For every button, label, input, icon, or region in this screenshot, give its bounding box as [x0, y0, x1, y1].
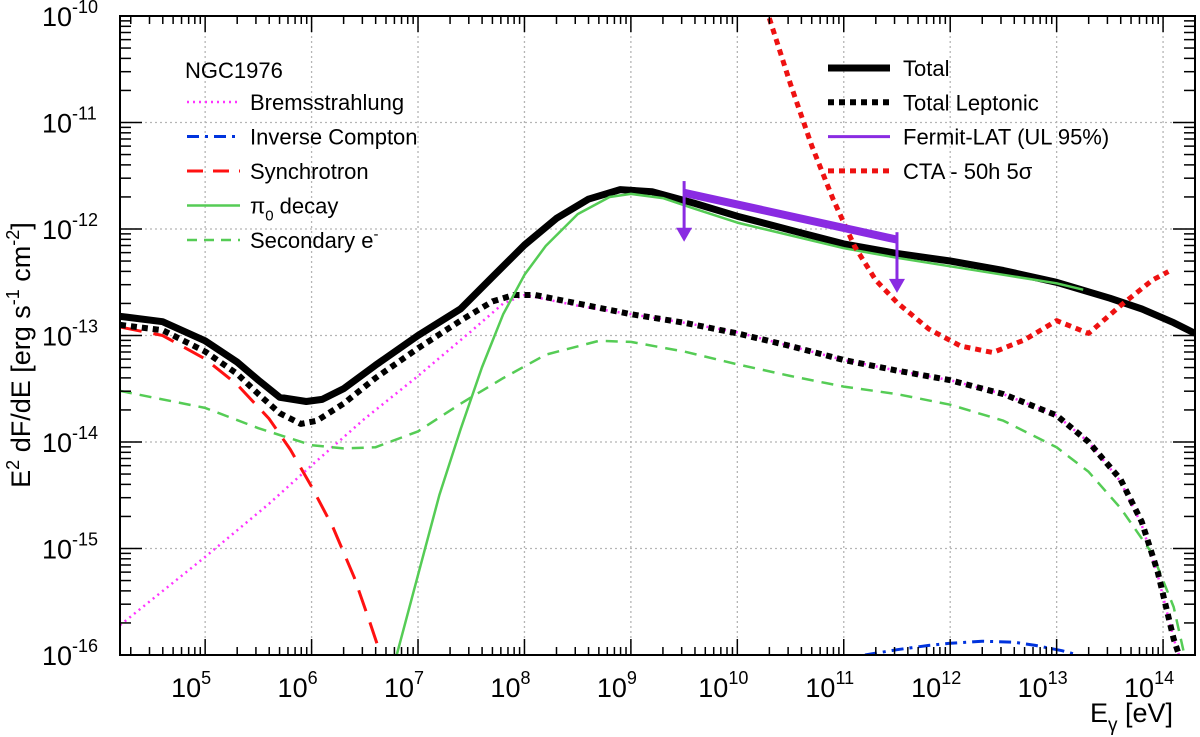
- legend-label-lep: Total Leptonic: [903, 90, 1039, 115]
- y-axis-label: E2 dF/dE [erg s-1 cm-2]: [3, 222, 36, 488]
- legend-label-sync: Synchrotron: [250, 159, 369, 184]
- fermi-ul-arrowhead-1: [676, 227, 693, 242]
- y-tick-label: 10-13: [42, 317, 98, 352]
- legend-right: Total Total Leptonic Fermit-LAT (UL 95%) CT…: [828, 56, 1109, 184]
- source-label: NGC1976: [185, 58, 283, 83]
- x-tick-label: 1011: [805, 668, 854, 703]
- legend-label-pi0: π0 decay: [250, 194, 338, 225]
- legend-label-total: Total: [903, 56, 949, 81]
- y-tick-label: 10-12: [42, 210, 98, 245]
- legend-label-fermi: Fermit-LAT (UL 95%): [903, 125, 1109, 150]
- y-tick-label: 10-11: [42, 104, 97, 139]
- svg-text:E2 dF/dE [erg s-1 cm-2]: E2 dF/dE [erg s-1 cm-2]: [3, 222, 36, 488]
- x-tick-label: 1014: [1124, 668, 1174, 703]
- series-sec: [120, 339, 1186, 655]
- legend-label-sec: Secondary e-: [250, 226, 379, 253]
- x-axis-label: Eγ [eV]: [1090, 698, 1173, 736]
- axis-ticks: [120, 16, 1195, 656]
- legend-label-ic: Inverse Compton: [250, 125, 418, 150]
- x-tick-label: 1010: [698, 668, 748, 703]
- y-tick-label: 10-16: [42, 636, 98, 671]
- series-brems: [120, 293, 1181, 655]
- series-lep: [120, 292, 1182, 655]
- legend-left: NGC1976 Bremsstrahlung Inverse Compton Syn…: [185, 58, 418, 253]
- x-tick-label: 106: [278, 668, 318, 703]
- svg-text:Eγ [eV]: Eγ [eV]: [1090, 698, 1173, 736]
- x-tick-label: 108: [490, 668, 530, 703]
- series-total: [120, 186, 1195, 405]
- legend-label-cta: CTA - 50h 5σ: [903, 159, 1033, 184]
- series-sync: [120, 325, 383, 655]
- x-tick-label: 1013: [1018, 668, 1068, 703]
- series-cta: [766, 17, 1170, 355]
- y-tick-label: 10-10: [42, 0, 98, 32]
- series-pi0: [395, 192, 1084, 655]
- x-tick-label: 105: [171, 668, 211, 703]
- fermi-ul-band: [683, 188, 898, 244]
- series-layer: [120, 17, 1195, 655]
- y-tick-label: 10-15: [42, 530, 98, 565]
- legend-label-brems: Bremsstrahlung: [250, 90, 404, 115]
- x-tick-label: 107: [384, 668, 424, 703]
- series-ic: [864, 639, 1079, 655]
- x-tick-label: 109: [597, 668, 637, 703]
- y-tick-label: 10-14: [42, 423, 98, 458]
- fermi-ul-arrowhead-2: [888, 278, 905, 293]
- x-tick-label: 1012: [911, 668, 961, 703]
- grid-lines: [120, 16, 1195, 655]
